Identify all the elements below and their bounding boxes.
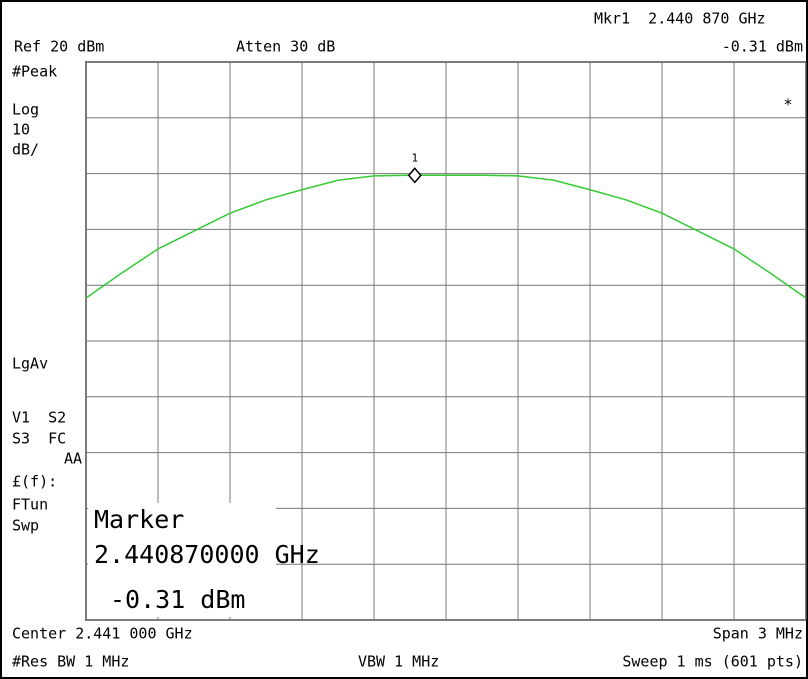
resolution-bandwidth: #Res BW 1 MHz — [12, 653, 129, 671]
sweep: Sweep 1 ms (601 pts) — [622, 653, 803, 671]
span: Span 3 MHz — [713, 625, 803, 643]
detector: #Peak — [12, 63, 57, 81]
marker-box-title: Marker — [94, 505, 184, 534]
function: Swp — [12, 517, 39, 535]
flags: AA — [64, 450, 82, 468]
trace — [85, 174, 807, 299]
marker-amplitude: -0.31 dBm — [722, 38, 803, 56]
attenuation: Atten 30 dB — [236, 38, 335, 56]
scale-type: Log — [12, 101, 39, 119]
marker-label: 1 — [411, 151, 418, 164]
center-frequency: Center 2.441 000 GHz — [12, 625, 193, 643]
flags: V1 S2 — [12, 409, 66, 427]
marker-box — [88, 503, 276, 617]
marker-symbol — [407, 167, 422, 184]
flags: S3 FC — [12, 430, 66, 448]
reference-level: Ref 20 dBm — [14, 38, 104, 56]
video-bandwidth: VBW 1 MHz — [358, 653, 439, 671]
function: £(f): — [12, 473, 57, 491]
marker-frequency: Mkr1 2.440 870 GHz — [594, 10, 766, 28]
scale-unit: dB/ — [12, 141, 39, 159]
average: LgAv — [12, 355, 48, 373]
function: FTun — [12, 496, 48, 514]
marker-box-frequency: 2.440870000 GHz — [94, 540, 320, 569]
marker-box-amplitude: -0.31 dBm — [110, 585, 245, 614]
scale-value: 10 — [12, 121, 30, 139]
star: * — [783, 96, 792, 114]
